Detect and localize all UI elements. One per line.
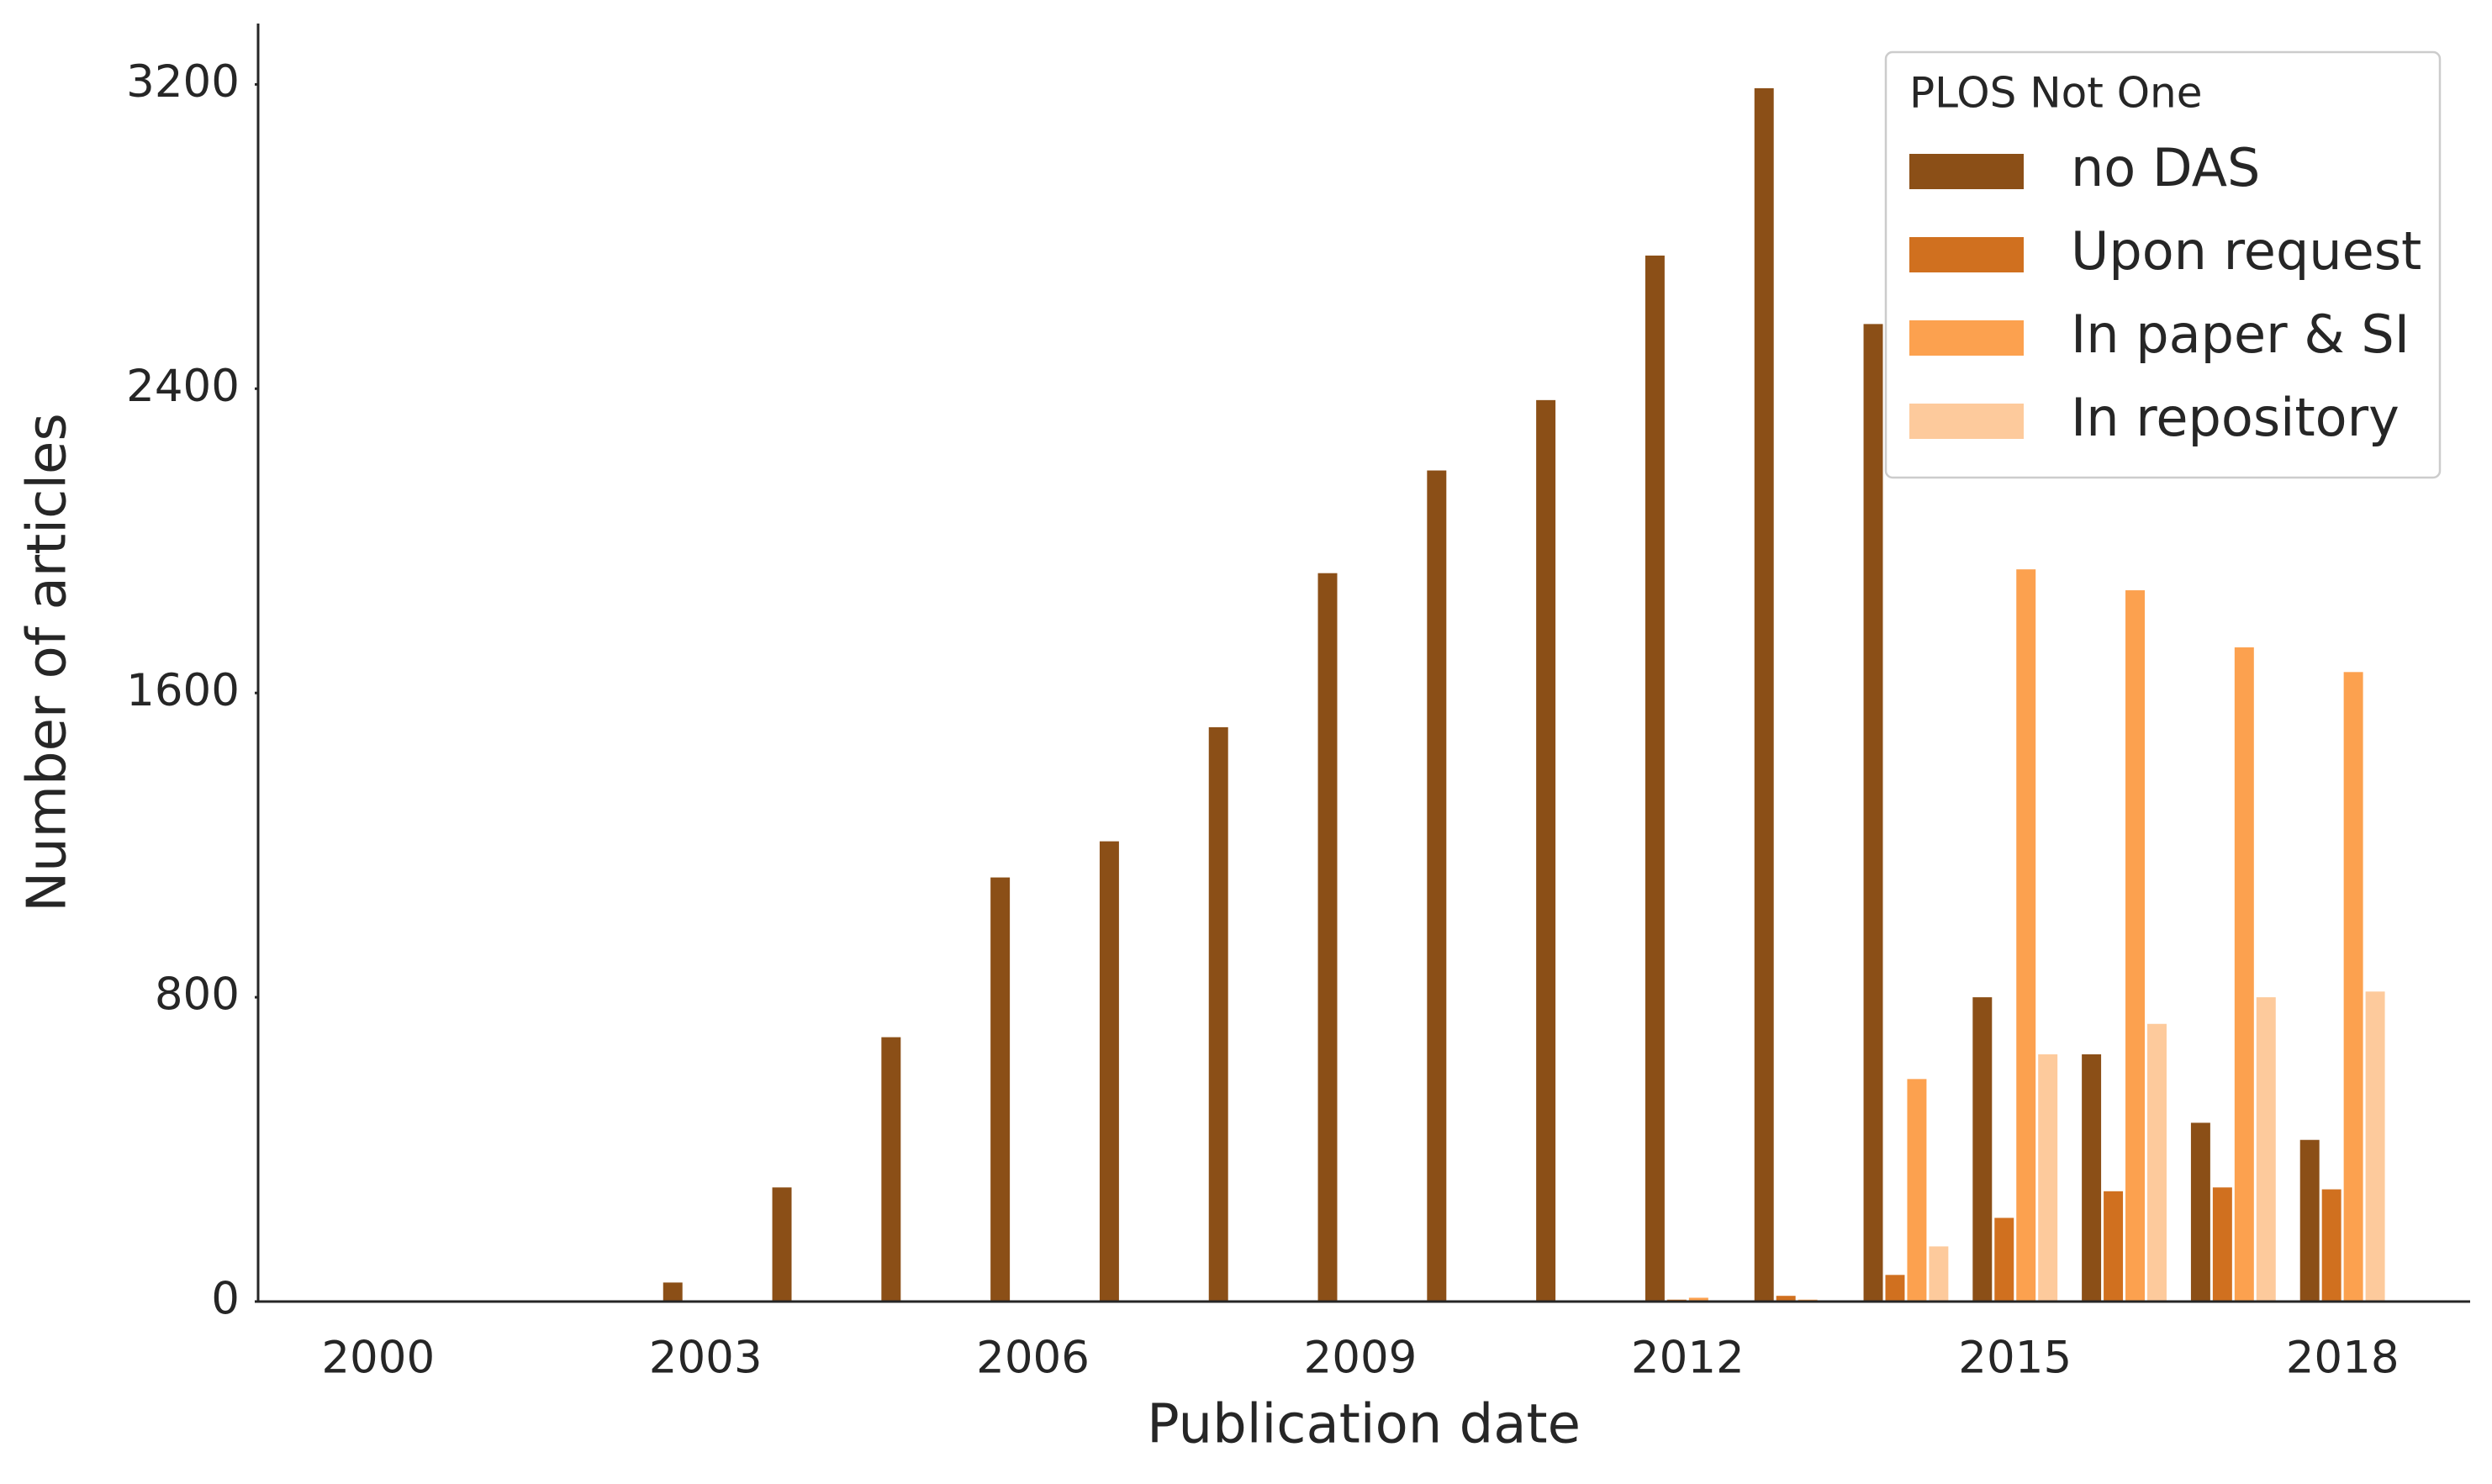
y-tick-label: 800 (155, 969, 240, 1021)
bar (1776, 1296, 1796, 1302)
x-tick-label: 2009 (1304, 1333, 1418, 1384)
legend-title: PLOS Not One (1909, 69, 2203, 118)
bar (1536, 399, 1556, 1302)
bar (1754, 87, 1774, 1302)
bar (2321, 1189, 2342, 1302)
bar (2299, 1139, 2320, 1302)
bar (2104, 1191, 2124, 1302)
x-tick-label: 2000 (321, 1333, 435, 1384)
bar (2190, 1122, 2210, 1302)
bar (2038, 1054, 2058, 1302)
y-axis-label: Number of articles (17, 413, 79, 912)
bar (1929, 1246, 1949, 1302)
legend-label: Upon request (2071, 220, 2421, 282)
y-tick-label: 1600 (126, 665, 240, 716)
x-tick-label: 2006 (976, 1333, 1090, 1384)
legend-swatch (1909, 237, 2024, 272)
bar (2234, 647, 2254, 1302)
legend-swatch (1909, 320, 2024, 356)
legend-label: no DAS (2071, 137, 2260, 198)
bar (1863, 324, 1883, 1302)
legend-box (1884, 50, 2442, 479)
y-tick-label: 3200 (126, 56, 240, 108)
bar (2016, 569, 2036, 1302)
bar (2082, 1054, 2102, 1302)
bar (881, 1037, 901, 1302)
bar (2256, 997, 2276, 1302)
x-tick-label: 2015 (1958, 1333, 2072, 1384)
legend-swatch (1909, 404, 2024, 439)
bar (1688, 1297, 1708, 1302)
bar (1994, 1217, 2014, 1302)
x-axis-label: Publication date (1147, 1394, 1581, 1456)
bar (1885, 1275, 1905, 1302)
bar (1907, 1079, 1927, 1302)
bar (1427, 470, 1447, 1302)
y-tick-label: 0 (211, 1274, 240, 1325)
bar (2212, 1187, 2232, 1302)
bar (1099, 841, 1119, 1302)
bar (663, 1282, 683, 1302)
x-tick-label: 2018 (2286, 1333, 2400, 1384)
bar (1317, 573, 1338, 1302)
legend-label: In repository (2071, 387, 2400, 448)
bar (2365, 991, 2385, 1302)
bar (2125, 590, 2146, 1302)
x-tick-label: 2012 (1631, 1333, 1745, 1384)
legend-swatch (1909, 154, 2024, 189)
bar (2343, 672, 2363, 1302)
bar (2147, 1023, 2167, 1302)
legend-label: In paper & SI (2071, 304, 2410, 365)
bar (1645, 255, 1665, 1302)
y-tick-label: 2400 (126, 361, 240, 412)
bar (772, 1187, 792, 1302)
bar (1972, 997, 1993, 1302)
x-tick-label: 2003 (649, 1333, 763, 1384)
bar (1208, 726, 1228, 1302)
bar (990, 877, 1011, 1302)
